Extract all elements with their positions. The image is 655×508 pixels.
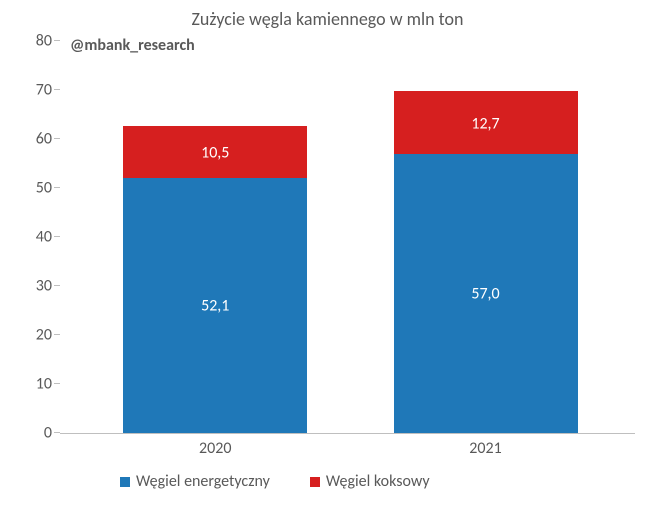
- chart-title: Zużycie węgla kamiennego w mln ton: [0, 8, 655, 30]
- ytick-mark: [54, 383, 60, 384]
- legend-marker: [310, 477, 320, 487]
- ytick-mark: [54, 40, 60, 41]
- ytick-label: 60: [36, 130, 52, 149]
- ytick-label: 30: [36, 277, 52, 296]
- ytick-mark: [54, 236, 60, 237]
- legend-label: Węgiel koksowy: [326, 472, 430, 491]
- ytick-mark: [54, 138, 60, 139]
- ytick-label: 10: [36, 375, 52, 394]
- ytick-mark: [54, 432, 60, 433]
- ytick-mark: [54, 334, 60, 335]
- ytick-label: 0: [44, 424, 52, 443]
- bar-value-label: 52,1: [201, 297, 229, 316]
- ytick-mark: [54, 89, 60, 90]
- legend-item: Węgiel koksowy: [310, 472, 430, 491]
- bar-value-label: 57,0: [471, 285, 499, 304]
- ytick-mark: [54, 285, 60, 286]
- legend: Węgiel energetyczny Węgiel koksowy: [120, 472, 430, 491]
- ytick-mark: [54, 187, 60, 188]
- chart-container: Zużycie węgla kamiennego w mln ton @mban…: [0, 0, 655, 508]
- bar-value-label: 12,7: [471, 114, 499, 133]
- bar-value-label: 10,5: [201, 143, 229, 162]
- ytick-label: 20: [36, 326, 52, 345]
- ytick-label: 50: [36, 179, 52, 198]
- legend-item: Węgiel energetyczny: [120, 472, 270, 491]
- ytick-label: 70: [36, 81, 52, 100]
- xtick-label: 2020: [199, 439, 231, 458]
- ytick-label: 40: [36, 228, 52, 247]
- legend-label: Węgiel energetyczny: [136, 472, 270, 491]
- xtick-label: 2021: [469, 439, 501, 458]
- plot-area: 0102030405060708052,110,5202057,012,7202…: [60, 42, 635, 434]
- chart-title-text: Zużycie węgla kamiennego w mln ton: [191, 8, 463, 30]
- ytick-label: 80: [36, 32, 52, 51]
- legend-marker: [120, 477, 130, 487]
